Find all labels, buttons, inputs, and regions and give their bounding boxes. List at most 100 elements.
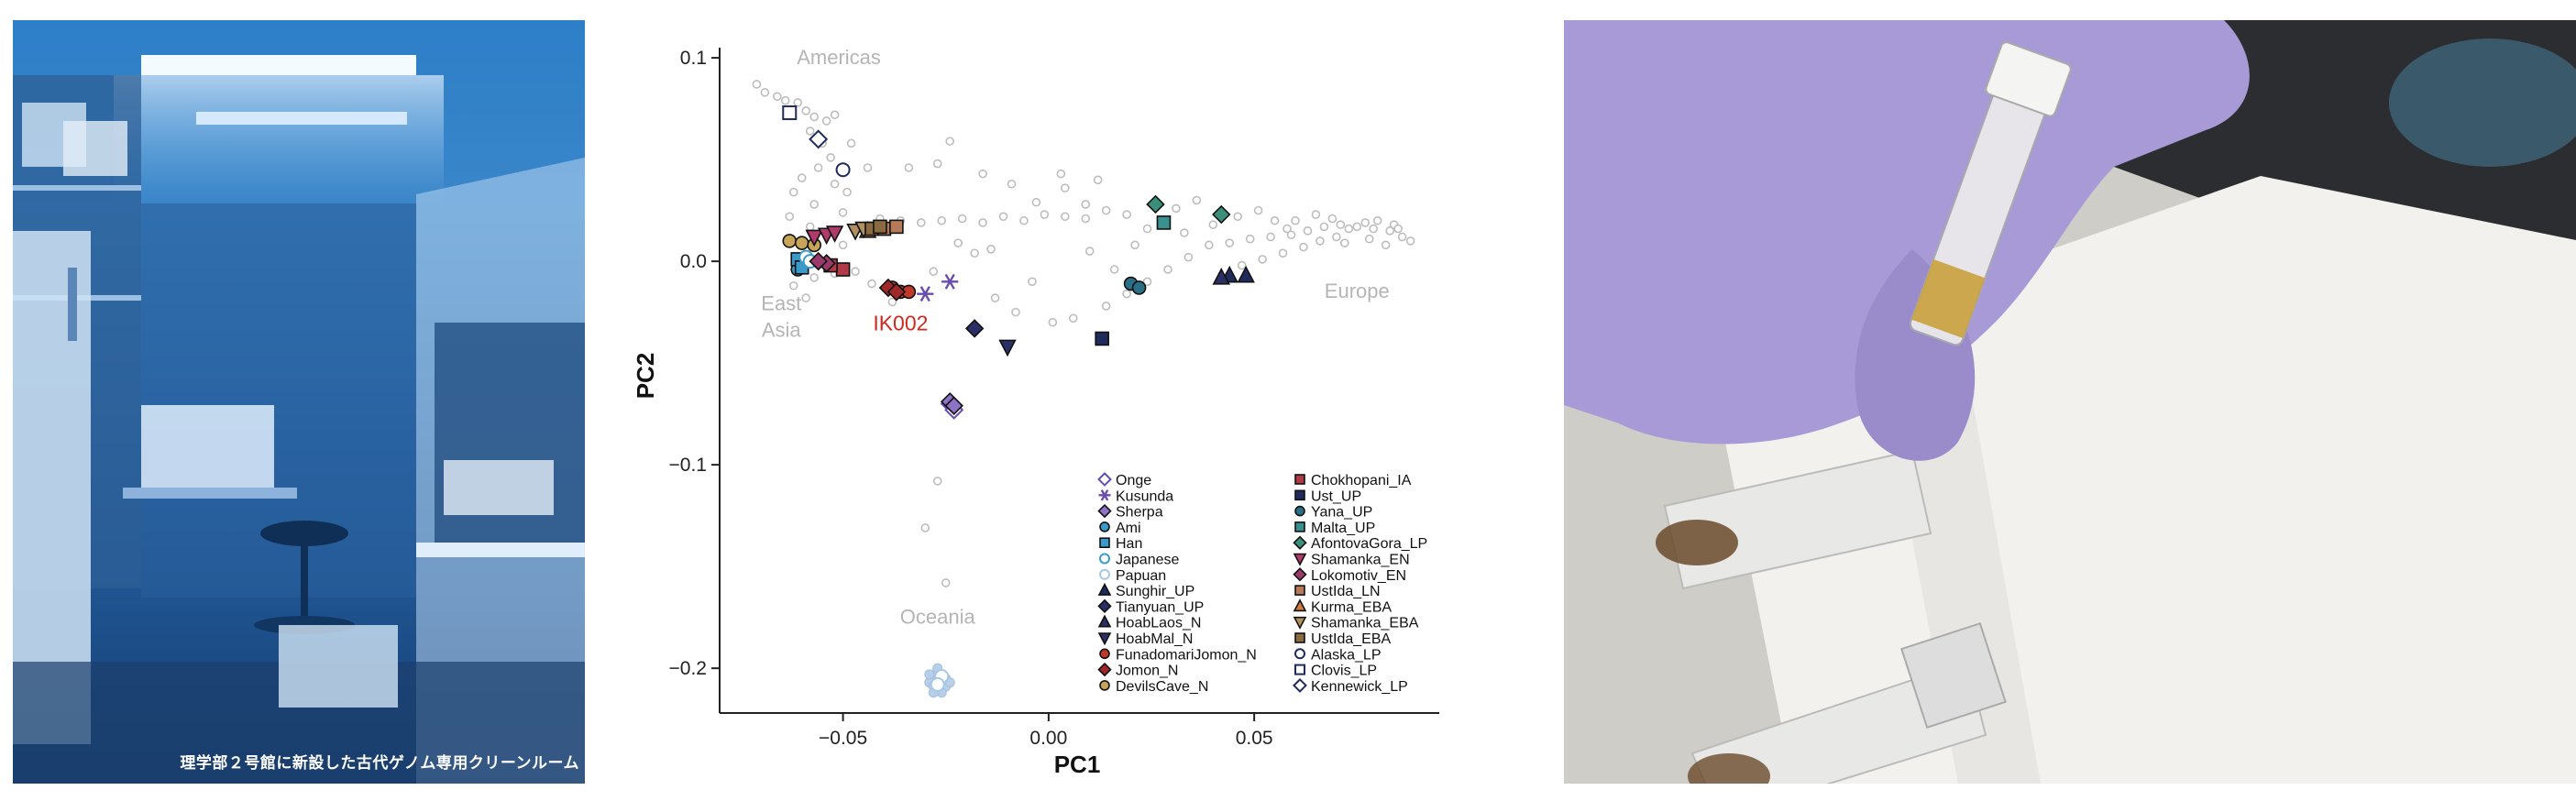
legend-key-lokomotiv_en xyxy=(1293,567,1307,582)
y-tick-label: −0.1 xyxy=(669,455,707,476)
legend-label: Shamanka_EN xyxy=(1311,553,1410,568)
reference-sample-point xyxy=(904,163,914,172)
region-label: Asia xyxy=(762,318,802,341)
reference-sample-point xyxy=(1081,214,1091,224)
point-lokomotiv_en xyxy=(809,251,828,271)
point-yana_up xyxy=(1131,280,1147,295)
reference-sample-point xyxy=(1237,260,1247,270)
reference-sample-point xyxy=(821,116,831,126)
point-alaska_lp xyxy=(835,162,851,178)
reference-sample-point xyxy=(1381,240,1391,250)
y-tick-label: −0.2 xyxy=(669,658,707,679)
y-axis-label: PC2 xyxy=(632,353,659,400)
reference-sample-point xyxy=(826,153,835,162)
reference-sample-point xyxy=(1204,240,1214,250)
reference-sample-point xyxy=(937,215,947,225)
legend-label: Yana_UP xyxy=(1311,505,1372,521)
reference-sample-point xyxy=(1299,242,1308,252)
reference-sample-point xyxy=(998,212,1008,222)
reference-sample-point xyxy=(1405,236,1415,246)
legend-label: Japanese xyxy=(1116,553,1179,568)
legend-key-chokhopani_ia xyxy=(1294,474,1305,485)
reference-sample-point xyxy=(801,293,810,302)
legend-label: Onge xyxy=(1116,473,1151,488)
reference-sample-point xyxy=(1101,205,1111,215)
reference-sample-point xyxy=(1031,197,1041,207)
reference-sample-point xyxy=(986,244,996,254)
legend-label: Chokhopani_IA xyxy=(1311,473,1412,488)
point-ust_up xyxy=(1095,331,1109,346)
point-ustida_eba xyxy=(873,219,887,235)
legend-key-hoablaos_n xyxy=(1097,614,1112,628)
x-tick-label: 0.00 xyxy=(1029,728,1067,749)
legend-label: Papuan xyxy=(1116,568,1166,584)
reference-sample-point xyxy=(1344,224,1354,234)
waste-bin xyxy=(279,625,398,708)
reference-sample-point xyxy=(1286,230,1296,240)
reference-sample-point xyxy=(1163,265,1172,274)
reference-sample-point xyxy=(1192,195,1202,205)
reference-sample-point xyxy=(1019,215,1029,225)
reference-sample-point xyxy=(813,163,823,172)
legend-key-afontovagora_lp xyxy=(1293,535,1307,550)
reference-sample-point xyxy=(1040,210,1050,219)
legend-key-kurma_eba xyxy=(1293,598,1307,612)
point-shamanka_en xyxy=(805,229,823,247)
legend-key-ustida_eba xyxy=(1294,632,1305,643)
oceania-sample-point xyxy=(924,669,935,680)
reference-sample-point xyxy=(1393,224,1403,234)
legend-key-hoabmal_n xyxy=(1097,632,1112,646)
point-jomon_n xyxy=(878,278,898,298)
reference-sample-point xyxy=(785,212,795,222)
reference-sample-point xyxy=(1352,222,1362,232)
legend-key-shamanka_en xyxy=(1293,553,1307,566)
clean-room-photo: 理学部２号館に新設した古代ゲノム専用クリーンルーム xyxy=(13,20,585,784)
reference-sample-point xyxy=(838,240,848,250)
reference-sample-point xyxy=(1369,224,1379,234)
legend-label: Alaska_LP xyxy=(1311,647,1382,663)
reference-sample-point xyxy=(1208,220,1218,229)
reference-sample-point xyxy=(932,477,942,486)
point-afontovagora_lp xyxy=(1212,204,1231,225)
reference-sample-point xyxy=(1316,236,1325,246)
point-sherpa xyxy=(944,396,963,415)
legend-label: Clovis_LP xyxy=(1311,664,1377,679)
legend-key-jomon_n xyxy=(1097,662,1112,677)
reference-sample-point xyxy=(1278,248,1288,258)
reference-sample-point xyxy=(1122,289,1131,299)
sample-tube-illustration xyxy=(1564,20,2576,784)
y-tick-label: 0.1 xyxy=(680,48,707,69)
reference-sample-point xyxy=(1327,214,1338,224)
point-clovis_lp xyxy=(782,105,798,121)
reference-sample-point xyxy=(945,137,955,146)
point-jomon_n xyxy=(886,282,907,302)
reference-sample-point xyxy=(1011,307,1020,317)
legend-key-ustida_ln xyxy=(1294,585,1305,596)
reference-sample-point xyxy=(1364,234,1374,244)
reference-sample-point xyxy=(920,523,930,532)
reference-sample-point xyxy=(773,92,782,102)
point-kusunda xyxy=(941,273,959,290)
legend-label: FunadomariJomon_N xyxy=(1116,647,1257,663)
legend-key-kennewick_lp xyxy=(1293,677,1307,693)
reference-sample-point xyxy=(970,248,979,258)
equipment-dial xyxy=(2389,38,2576,167)
reference-sample-point xyxy=(1270,215,1280,225)
reference-sample-point xyxy=(1122,210,1131,219)
legend-label: Kennewick_LP xyxy=(1311,679,1408,695)
legend-label: UstIda_LN xyxy=(1311,584,1381,599)
reference-sample-point xyxy=(1336,220,1346,229)
pca-chart-panel: −0.05 0.00 0.05 0.1 0.0 −0.1 −0.2 Americas East… xyxy=(623,0,1540,801)
reference-sample-point xyxy=(1084,247,1095,256)
legend-key-yana_up xyxy=(1294,505,1305,517)
legend-key-funadomarijomon_n xyxy=(1099,648,1110,660)
reference-sample-point xyxy=(1360,218,1371,227)
legend-label: Ust_UP xyxy=(1311,488,1361,504)
clean-room-illustration xyxy=(13,55,585,784)
legend-key-shamanka_eba xyxy=(1293,616,1307,630)
point-hoabmal_n xyxy=(998,339,1017,357)
reference-sample-point xyxy=(867,279,876,289)
reference-sample-point xyxy=(851,267,860,277)
legend-key-han xyxy=(1099,537,1110,549)
reference-sample-point xyxy=(793,98,803,107)
